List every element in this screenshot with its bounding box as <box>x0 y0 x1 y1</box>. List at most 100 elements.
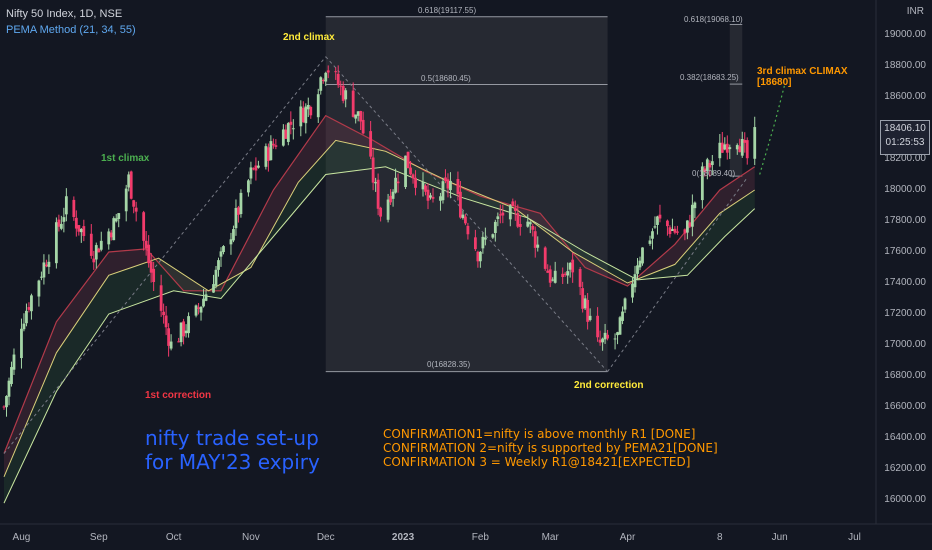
candle-down <box>254 165 258 171</box>
candle-up <box>212 284 215 293</box>
candle-down <box>683 229 687 234</box>
candle-up <box>705 159 709 172</box>
candle-up <box>269 141 273 161</box>
candle-down <box>414 177 417 188</box>
bar-countdown: 01:25:53 <box>885 137 925 148</box>
candle-up <box>441 181 445 201</box>
candle-down <box>97 248 101 253</box>
price-tick: 16800.00 <box>884 370 926 381</box>
ema21-line <box>3 114 756 454</box>
candle-down <box>444 177 447 181</box>
candle-down <box>426 189 430 201</box>
candle-down <box>162 311 166 316</box>
candle-down <box>132 200 136 207</box>
candle-up <box>553 270 557 283</box>
time-tick: Aug <box>12 532 31 543</box>
confirmation-3: CONFIRMATION 3 = Weekly R1@18421[EXPECTE… <box>383 455 691 469</box>
candle-down <box>688 222 692 227</box>
candle-up <box>232 229 235 241</box>
candle-up <box>54 222 58 264</box>
candle-up <box>735 145 739 150</box>
candle-down <box>511 201 515 206</box>
time-tick: Oct <box>165 532 182 543</box>
candle-up <box>22 323 26 330</box>
indicator-title[interactable]: PEMA Method (21, 34, 55) <box>6 24 136 36</box>
candle-down <box>82 226 86 237</box>
candle-down <box>164 315 168 328</box>
time-tick: Nov <box>242 532 260 543</box>
confirmation-2: CONFIRMATION 2=nifty is supported by PEM… <box>383 441 718 455</box>
candle-up <box>481 236 485 249</box>
candle-down <box>57 219 61 227</box>
candle-up <box>636 265 639 274</box>
fib-level-0-right: 0(18089.40) <box>692 169 736 178</box>
candle-up <box>391 191 395 199</box>
candle-up <box>631 283 634 298</box>
candle-up <box>37 280 41 297</box>
candle-down <box>498 214 502 216</box>
symbol-title[interactable]: Nifty 50 Index, 1D, NSE <box>6 8 123 20</box>
time-tick: Jul <box>848 532 861 543</box>
time-tick: Jun <box>771 532 788 543</box>
candle-down <box>271 143 275 146</box>
price-tick: 19000.00 <box>884 29 926 40</box>
candle-up <box>12 354 16 370</box>
candle-up <box>386 199 390 220</box>
second-correction-label: 2nd correction <box>574 380 644 391</box>
candle-down <box>596 315 599 338</box>
time-tick: 8 <box>717 532 723 543</box>
candle-up <box>690 204 694 227</box>
candle-down <box>336 73 340 86</box>
third-climax-label: 3rd climax CLIMAX <box>757 66 848 77</box>
candle-up <box>99 240 103 250</box>
price-tick: 16000.00 <box>884 494 926 505</box>
candle-down <box>466 225 470 235</box>
candle-down <box>563 273 567 275</box>
last-price-value: 18406.10 <box>884 123 926 134</box>
price-tick: 18800.00 <box>884 60 926 71</box>
time-tick: Feb <box>471 532 489 543</box>
candle-up <box>214 269 218 286</box>
candle-down <box>424 185 427 192</box>
candle-down <box>581 288 585 309</box>
candle-up <box>536 244 540 248</box>
candle-down <box>147 244 151 264</box>
setup-title-line2: for MAY'23 expiry <box>145 450 320 474</box>
candle-down <box>376 179 380 209</box>
candle-down <box>129 171 133 199</box>
candle-up <box>62 217 66 222</box>
candle-up <box>219 251 223 257</box>
candle-up <box>229 239 233 245</box>
fib-level-618-left: 0.618(19117.55) <box>418 6 477 15</box>
candle-down <box>45 264 48 267</box>
candle-down <box>289 121 293 125</box>
candle-up <box>304 106 308 124</box>
candle-up <box>222 246 225 253</box>
candle-up <box>5 396 8 408</box>
second-climax-label: 2nd climax <box>283 32 335 43</box>
candle-down <box>142 212 146 241</box>
candle-down <box>725 143 729 153</box>
first-climax-label: 1st climax <box>101 153 150 164</box>
candle-up <box>316 94 320 118</box>
candle-up <box>169 341 173 349</box>
candle-up <box>568 263 572 270</box>
candle-up <box>700 166 704 201</box>
price-tick: 18000.00 <box>884 184 926 195</box>
candle-down <box>738 146 742 153</box>
candle-up <box>508 205 512 220</box>
candle-up <box>491 234 495 238</box>
candle-down <box>152 268 156 283</box>
candle-up <box>187 316 190 334</box>
candle-down <box>676 231 679 233</box>
candle-up <box>588 315 592 320</box>
candle-up <box>64 196 68 215</box>
trendline <box>325 56 608 372</box>
candle-down <box>149 261 153 273</box>
candle-down <box>72 199 76 217</box>
first-correction-label: 1st correction <box>145 390 212 401</box>
candle-up <box>42 262 46 278</box>
candle-up <box>234 208 238 229</box>
candle-up <box>124 188 128 212</box>
